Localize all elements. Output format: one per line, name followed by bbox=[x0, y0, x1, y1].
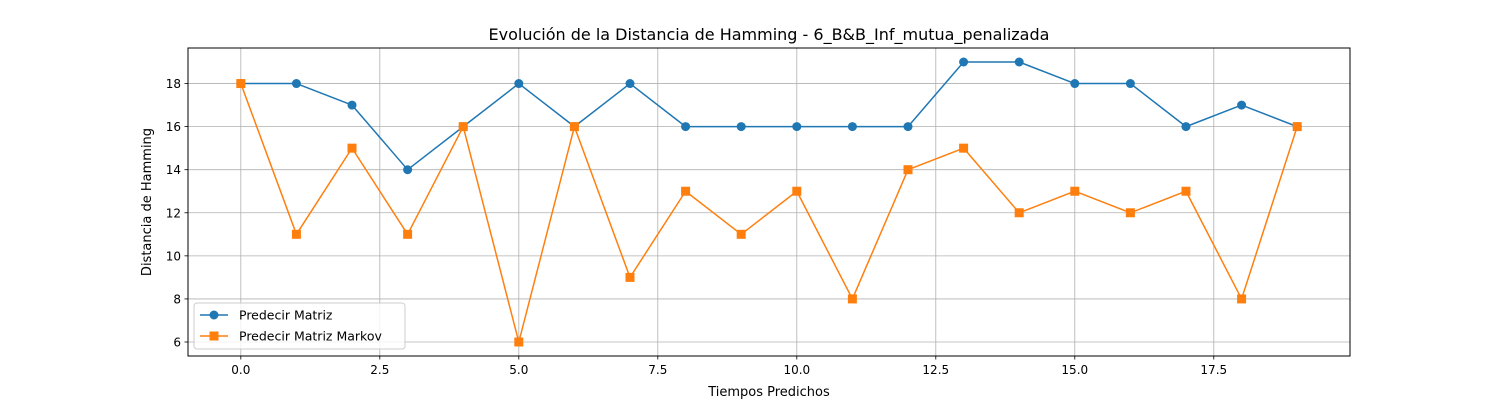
data-point-predecir-matriz bbox=[736, 122, 746, 132]
x-tick-label: 2.5 bbox=[370, 363, 389, 377]
data-point-predecir-matriz-markov bbox=[347, 143, 357, 153]
data-point-predecir-matriz-markov bbox=[458, 122, 468, 132]
x-tick-label: 7.5 bbox=[648, 363, 667, 377]
y-tick-label: 12 bbox=[166, 206, 181, 220]
data-point-predecir-matriz-markov bbox=[1070, 186, 1080, 196]
data-point-predecir-matriz bbox=[1070, 79, 1080, 89]
data-point-predecir-matriz-markov bbox=[1292, 122, 1302, 132]
data-point-predecir-matriz bbox=[847, 122, 857, 132]
x-axis-label: Tiempos Predichos bbox=[707, 385, 830, 400]
series-layer bbox=[236, 57, 1302, 347]
y-tick-label: 10 bbox=[166, 249, 181, 263]
data-point-predecir-matriz-markov bbox=[847, 294, 857, 304]
y-tick-label: 14 bbox=[166, 163, 181, 177]
legend: Predecir Matriz Predecir Matriz Markov bbox=[193, 302, 406, 350]
data-point-predecir-matriz-markov bbox=[736, 229, 746, 239]
data-point-predecir-matriz bbox=[959, 57, 969, 67]
data-point-predecir-matriz-markov bbox=[792, 186, 802, 196]
x-tick-label: 12.5 bbox=[922, 363, 949, 377]
data-point-predecir-matriz-markov bbox=[1237, 294, 1247, 304]
data-point-predecir-matriz-markov bbox=[514, 337, 524, 347]
x-tick-label: 15.0 bbox=[1061, 363, 1088, 377]
data-point-predecir-matriz-markov bbox=[403, 229, 413, 239]
data-point-predecir-matriz bbox=[1237, 100, 1247, 110]
data-point-predecir-matriz-markov bbox=[236, 79, 246, 89]
y-tick-label: 8 bbox=[173, 292, 181, 306]
data-point-predecir-matriz bbox=[347, 100, 357, 110]
data-point-predecir-matriz-markov bbox=[291, 229, 301, 239]
legend-marker-circle bbox=[209, 310, 219, 320]
data-point-predecir-matriz-markov bbox=[903, 165, 913, 175]
data-point-predecir-matriz bbox=[903, 122, 913, 132]
data-point-predecir-matriz bbox=[625, 79, 635, 89]
y-tick-label: 18 bbox=[166, 77, 181, 91]
x-tick-label: 10.0 bbox=[783, 363, 810, 377]
data-point-predecir-matriz bbox=[681, 122, 691, 132]
y-tick-label: 6 bbox=[173, 336, 181, 350]
legend-label-predecir-matriz: Predecir Matriz bbox=[239, 308, 333, 323]
data-point-predecir-matriz bbox=[291, 79, 301, 89]
data-point-predecir-matriz-markov bbox=[1014, 208, 1024, 218]
x-tick-label: 0.0 bbox=[231, 363, 250, 377]
data-point-predecir-matriz bbox=[792, 122, 802, 132]
data-point-predecir-matriz-markov bbox=[625, 272, 635, 282]
data-point-predecir-matriz bbox=[1181, 122, 1191, 132]
data-point-predecir-matriz bbox=[1014, 57, 1024, 67]
plot-frame bbox=[187, 47, 1351, 357]
data-point-predecir-matriz-markov bbox=[959, 143, 969, 153]
series-line-predecir-matriz-markov bbox=[240, 83, 1298, 343]
chart-title: Evolución de la Distancia de Hamming - 6… bbox=[489, 25, 1050, 45]
data-point-predecir-matriz bbox=[1125, 79, 1135, 89]
y-axis-label: Distancia de Hamming bbox=[140, 128, 155, 276]
data-point-predecir-matriz-markov bbox=[1181, 186, 1191, 196]
legend-marker-square bbox=[209, 331, 219, 341]
x-tick-label: 17.5 bbox=[1200, 363, 1227, 377]
data-point-predecir-matriz bbox=[514, 79, 524, 89]
ticks: 0.0 2.5 5.0 7.5 10.0 12.5 15.0 17.5 6 8 10 12 14 16 18 bbox=[166, 77, 1227, 377]
series-line-predecir-matriz bbox=[240, 61, 1298, 171]
legend-box bbox=[193, 302, 406, 350]
data-point-predecir-matriz-markov bbox=[569, 122, 579, 132]
data-point-predecir-matriz bbox=[403, 165, 413, 175]
y-tick-label: 16 bbox=[166, 120, 181, 134]
legend-label-predecir-matriz-markov: Predecir Matriz Markov bbox=[239, 329, 382, 344]
x-tick-label: 5.0 bbox=[509, 363, 528, 377]
data-point-predecir-matriz-markov bbox=[1125, 208, 1135, 218]
data-point-predecir-matriz-markov bbox=[681, 186, 691, 196]
